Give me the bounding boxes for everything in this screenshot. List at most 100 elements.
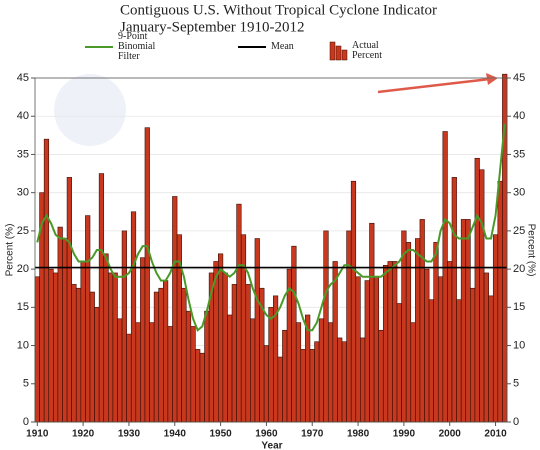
x-tick-label: 1990 bbox=[393, 429, 416, 440]
bar bbox=[433, 242, 439, 423]
arrow bbox=[377, 77, 491, 94]
chart-title: Contiguous U.S. Without Tropical Cyclone… bbox=[120, 2, 437, 18]
bar bbox=[392, 261, 398, 423]
bar bbox=[199, 352, 205, 423]
bar bbox=[94, 307, 100, 423]
bar bbox=[456, 299, 462, 423]
logo bbox=[54, 74, 126, 146]
x-tick-label: 1920 bbox=[72, 429, 95, 440]
y2-tick-label: 35 bbox=[513, 148, 525, 160]
x-tick-label: 1980 bbox=[347, 429, 370, 440]
bar bbox=[387, 261, 393, 423]
bar bbox=[85, 215, 91, 423]
bar bbox=[75, 287, 82, 423]
bar bbox=[470, 287, 476, 423]
bar bbox=[360, 337, 366, 423]
y-axis-label: Percent (%) bbox=[5, 224, 16, 277]
y-tick-label: 20 bbox=[17, 263, 29, 275]
bar bbox=[218, 253, 224, 423]
y2-tick-label: 45 bbox=[513, 72, 525, 84]
y2-tick-label: 0 bbox=[513, 416, 519, 428]
bar bbox=[277, 356, 283, 423]
chart-subtitle: January-September 1910-2012 bbox=[120, 19, 305, 35]
x-axis-label: Year bbox=[261, 441, 282, 450]
bar bbox=[474, 157, 480, 423]
bar bbox=[437, 276, 444, 423]
bar bbox=[314, 341, 320, 423]
bar bbox=[98, 173, 105, 423]
bar bbox=[295, 322, 302, 423]
bar bbox=[153, 291, 160, 423]
bar bbox=[497, 180, 503, 423]
plot-frame bbox=[34, 77, 508, 423]
bar bbox=[227, 314, 233, 423]
bar bbox=[250, 318, 256, 423]
x-tick-label: 1960 bbox=[255, 429, 278, 440]
bar bbox=[451, 177, 457, 423]
y2-tick-label: 20 bbox=[513, 263, 525, 275]
bar bbox=[62, 238, 68, 423]
bar bbox=[121, 230, 127, 423]
bar bbox=[424, 268, 430, 423]
legend-swatch bbox=[329, 41, 336, 61]
bar bbox=[364, 280, 370, 423]
bar bbox=[465, 219, 471, 423]
legend-label: 9-Point Binomial Filter bbox=[118, 32, 155, 62]
arrow-head bbox=[486, 73, 498, 85]
bar bbox=[204, 310, 210, 423]
x-tick-label: 1930 bbox=[118, 429, 141, 440]
bar bbox=[43, 138, 50, 423]
bar bbox=[401, 230, 407, 423]
bar bbox=[89, 291, 95, 423]
bar bbox=[323, 230, 329, 423]
bar bbox=[149, 322, 155, 423]
y2-tick-label: 10 bbox=[513, 339, 525, 351]
legend-swatch bbox=[335, 45, 342, 61]
bar bbox=[442, 131, 448, 423]
x-tick-label: 2010 bbox=[484, 429, 507, 440]
legend-label: Actual Percent bbox=[352, 41, 382, 61]
y2-tick-label: 30 bbox=[513, 187, 525, 199]
bar bbox=[240, 234, 247, 423]
filter-line bbox=[36, 123, 506, 332]
y2-tick-label: 15 bbox=[513, 301, 525, 313]
bar bbox=[263, 345, 270, 423]
bar bbox=[185, 310, 192, 423]
legend-swatch bbox=[341, 49, 348, 61]
bar bbox=[254, 238, 260, 423]
bar bbox=[373, 276, 379, 423]
bar bbox=[327, 322, 334, 423]
bar bbox=[428, 299, 434, 423]
bar bbox=[103, 253, 109, 423]
y-tick-label: 10 bbox=[17, 339, 29, 351]
x-tick-label: 1970 bbox=[301, 429, 324, 440]
bar bbox=[130, 211, 137, 423]
bar bbox=[460, 219, 467, 423]
bar bbox=[341, 341, 347, 423]
y2-axis-label: Percent (%) bbox=[525, 224, 536, 277]
bar bbox=[318, 318, 324, 423]
bar bbox=[410, 322, 416, 423]
bar bbox=[282, 329, 288, 423]
bar bbox=[337, 337, 343, 423]
bar bbox=[66, 177, 72, 423]
bar bbox=[108, 272, 114, 423]
bar bbox=[167, 326, 173, 423]
y-tick-label: 5 bbox=[23, 378, 29, 390]
bar bbox=[236, 203, 242, 423]
bar bbox=[405, 242, 412, 423]
bar bbox=[144, 127, 150, 423]
bar bbox=[419, 219, 425, 423]
x-tick-label: 1950 bbox=[209, 429, 232, 440]
bar bbox=[71, 284, 77, 423]
legend-label: Mean bbox=[271, 42, 294, 52]
bar bbox=[112, 272, 118, 423]
bar bbox=[415, 238, 421, 423]
bar bbox=[172, 196, 178, 423]
y-tick-label: 0 bbox=[23, 416, 29, 428]
x-tick-label: 1940 bbox=[164, 429, 187, 440]
bar bbox=[488, 295, 494, 423]
bar bbox=[34, 276, 40, 423]
bar bbox=[492, 234, 499, 423]
